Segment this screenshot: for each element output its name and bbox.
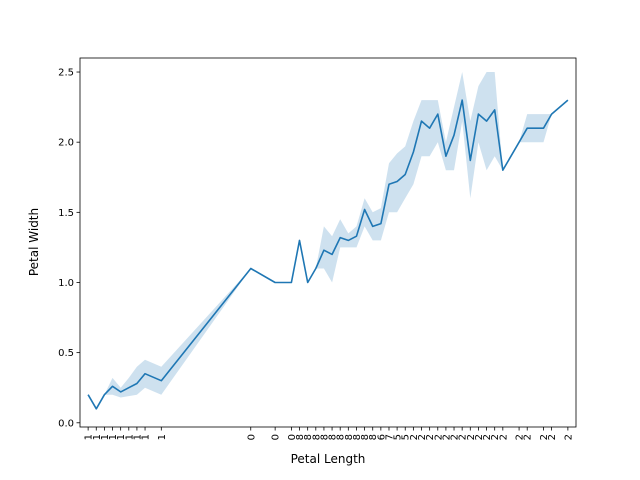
y-tick-label: 1.5 xyxy=(58,208,74,219)
x-axis-label: Petal Length xyxy=(291,452,366,466)
x-tick-label: 1 xyxy=(116,434,127,440)
x-tick-label: 2 xyxy=(515,434,526,440)
x-tick-label: 8 xyxy=(368,434,379,440)
y-tick-label: 1.0 xyxy=(58,278,74,289)
x-tick-label: 2 xyxy=(450,434,461,440)
x-tick-label: 5 xyxy=(393,434,404,440)
confidence-band-layer xyxy=(88,72,568,409)
y-tick-label: 0.0 xyxy=(58,418,74,429)
x-tick-label: 8 xyxy=(360,434,371,440)
y-tick-label: 2.5 xyxy=(58,68,74,79)
x-tick-label: 0 xyxy=(287,434,298,440)
x-tick-label: 2 xyxy=(482,434,493,440)
x-tick-label: 7 xyxy=(385,434,396,440)
y-tick-label: 2.0 xyxy=(58,138,74,149)
x-tick-label: 2 xyxy=(409,434,420,440)
x-tick-label: 1 xyxy=(92,434,103,440)
plot-area-frame xyxy=(79,57,577,428)
x-tick-label: 8 xyxy=(336,434,347,440)
x-tick-label: 1 xyxy=(157,434,168,440)
x-tick-label: 2 xyxy=(474,434,485,440)
x-tick-label: 2 xyxy=(441,434,452,440)
x-tick-label: 1 xyxy=(141,434,152,440)
x-tick-label: 8 xyxy=(328,434,339,440)
x-tick-label: 2 xyxy=(563,434,574,440)
x-tick-label: 2 xyxy=(498,434,509,440)
x-tick-label: 6 xyxy=(376,434,387,440)
x-tick-label: 8 xyxy=(303,434,314,440)
series-line xyxy=(87,99,569,410)
x-tick-label: 2 xyxy=(417,434,428,440)
x-tick-label: 2 xyxy=(490,434,501,440)
x-tick-label: 1 xyxy=(100,434,111,440)
x-tick-label: 8 xyxy=(311,434,322,440)
y-tick-label: 0.5 xyxy=(58,348,74,359)
x-tick-label: 2 xyxy=(539,434,550,440)
confidence-band xyxy=(88,72,568,409)
x-tick-label: 0 xyxy=(271,434,282,440)
x-tick-label: 2 xyxy=(547,434,558,440)
x-tick-label: 2 xyxy=(425,434,436,440)
x-tick-label: 8 xyxy=(295,434,306,440)
y-axis-label: Petal Width xyxy=(27,208,41,276)
x-tick-label: 2 xyxy=(458,434,469,440)
x-tick-label: 2 xyxy=(523,434,534,440)
x-tick-label: 1 xyxy=(132,434,143,440)
x-tick-label: 5 xyxy=(401,434,412,440)
y-axis-ticks: 0.0 0.5 1.0 1.5 2.0 2.5 xyxy=(58,68,80,429)
x-tick-label: 1 xyxy=(108,434,119,440)
x-tick-label: 1 xyxy=(124,434,135,440)
x-tick-label: 8 xyxy=(319,434,330,440)
x-tick-label: 2 xyxy=(466,434,477,440)
x-tick-label: 8 xyxy=(352,434,363,440)
x-tick-label: 8 xyxy=(344,434,355,440)
x-tick-label: 0 xyxy=(246,434,257,440)
x-tick-label: 1 xyxy=(84,434,95,440)
series-line-layer xyxy=(87,99,569,410)
x-tick-label: 2 xyxy=(433,434,444,440)
